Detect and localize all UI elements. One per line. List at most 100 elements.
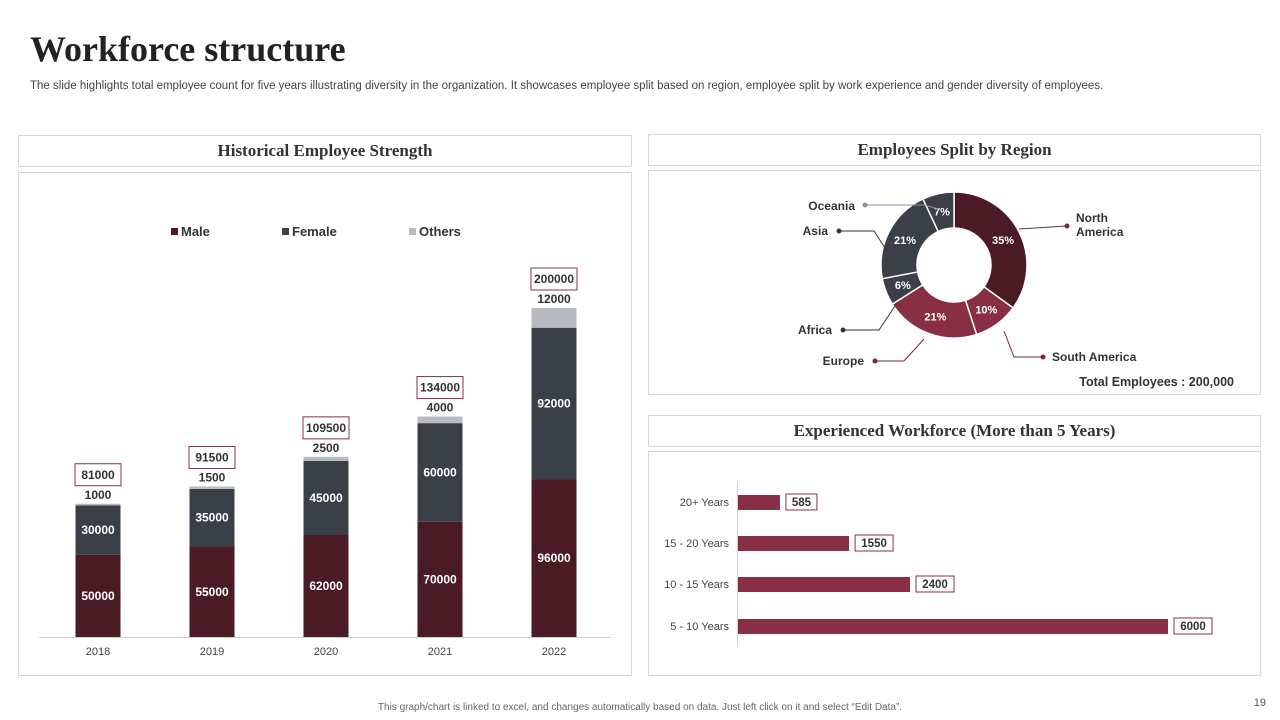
data-label-others-2018: 1000 [85,488,112,502]
bar-others-2022 [531,308,577,328]
exp-value-label-10-15years: 2400 [922,579,948,591]
exp-bar-5-10years [738,619,1168,634]
x-tick-label-2022: 2022 [542,646,566,658]
slice-label-europe: 21% [924,312,946,324]
bar-others-2020 [303,456,349,461]
exp-value-box-5-10years [1173,617,1213,635]
exp-value-label-20plusyears: 585 [792,497,812,509]
leader-line-asia [839,230,888,252]
data-label-others-2019: 1500 [199,470,226,484]
bar-male-2022 [531,479,577,637]
experience-bar-chart[interactable]: 20+ Years 585 15 - 20 Years 1550 10 - 15 Yea… [649,452,1262,677]
bar-others-2021 [417,416,463,424]
region-chart-title: Employees Split by Region [648,134,1261,166]
region-label-north-america-line1: North [1076,211,1108,225]
exp-value-box-10-15years [915,575,955,593]
bar-female-2022 [531,327,577,480]
leader-dot-north-america [1064,223,1070,229]
total-label-2021: 134000 [420,381,460,395]
leader-line-oceania [865,204,940,210]
exp-bar-10-15years [738,577,910,592]
donut-slice-north-america [953,191,1028,309]
total-box-2021 [416,376,464,400]
x-tick-label-2019: 2019 [200,646,224,658]
data-label-others-2020: 2500 [313,441,340,455]
region-label-africa: Africa [798,323,832,337]
leader-line-north-america [1018,225,1068,230]
exp-value-label-5-10years: 6000 [1180,621,1206,633]
y-tick-label-20plusyears: 20+ Years [680,497,730,509]
slide-title: Workforce structure [30,29,346,69]
data-label-others-2021: 4000 [427,401,454,415]
bar-male-2020 [303,535,349,637]
exp-bar-15-20years [738,536,850,551]
bar-others-2019 [189,486,235,489]
legend-item-others: Others [409,224,461,239]
region-label-north-america-line2: America [1076,225,1124,239]
region-label-oceania: Oceania [808,199,855,213]
x-tick-label-2021: 2021 [428,646,452,658]
total-label-2018: 81000 [81,468,115,482]
historical-chart-title: Historical Employee Strength [18,135,632,167]
slice-label-africa: 6% [895,280,911,292]
footer-note: This graph/chart is linked to excel, and… [377,702,903,713]
data-label-female-2020: 45000 [309,491,343,505]
leader-dot-oceania [862,202,868,208]
legend-label-female: Female [292,224,337,239]
region-label-europe: Europe [823,354,865,368]
historical-employee-chart[interactable]: Male Female Others 50000 30000 1000 81000 2018 5… [19,173,633,677]
bar-others-2018 [75,503,121,506]
total-box-2020 [302,416,350,440]
donut-slice-oceania [921,191,955,233]
bar-female-2021 [417,423,463,522]
page-number: 19 [1253,697,1266,709]
y-tick-label-5-10years: 5 - 10 Years [670,621,729,633]
data-label-female-2019: 35000 [195,511,229,525]
exp-bar-20plusyears [738,495,780,510]
data-label-male-2022: 96000 [537,551,571,565]
data-label-female-2018: 30000 [81,523,115,537]
exp-value-label-15-20years: 1550 [861,538,887,550]
slice-label-south-america: 10% [975,304,997,316]
bar-male-2018 [75,554,121,637]
bar-male-2019 [189,546,235,637]
data-label-male-2021: 70000 [423,572,457,586]
region-chart-panel[interactable]: 35% 10% 21% 6% 21% 7% North America South Americ… [648,170,1261,395]
legend-swatch-female [282,228,289,235]
legend-label-male: Male [181,224,210,239]
data-label-male-2018: 50000 [81,589,115,603]
y-tick-label-15-20years: 15 - 20 Years [664,538,729,550]
data-label-male-2020: 62000 [309,579,343,593]
leader-dot-africa [840,327,846,333]
leader-dot-south-america [1040,354,1046,360]
slide-subtitle: The slide highlights total employee coun… [30,80,1104,92]
historical-chart-panel[interactable]: Male Female Others 50000 30000 1000 81000 2018 5… [18,172,632,676]
exp-value-box-20plusyears [785,493,818,511]
region-label-asia: Asia [803,224,829,238]
total-label-2020: 109500 [306,421,346,435]
slice-label-north-america: 35% [992,235,1014,247]
experience-chart-panel[interactable]: 20+ Years 585 15 - 20 Years 1550 10 - 15 Yea… [648,451,1261,676]
data-label-female-2021: 60000 [423,466,457,480]
total-box-2019 [188,445,236,469]
bar-female-2020 [303,460,349,536]
x-tick-label-2018: 2018 [86,646,110,658]
legend-swatch-others [409,228,416,235]
exp-value-box-15-20years [854,534,894,552]
leader-line-europe [875,338,925,362]
leader-line-africa [843,302,898,331]
legend-swatch-male [171,228,178,235]
leader-dot-europe [872,358,878,364]
leader-line-south-america [1003,330,1043,358]
legend-item-female: Female [282,224,337,239]
bar-female-2018 [75,505,121,555]
legend-item-male: Male [171,224,210,239]
data-label-male-2019: 55000 [195,585,229,599]
data-label-others-2022: 12000 [537,292,571,306]
slice-label-asia: 21% [894,235,916,247]
total-label-2022: 200000 [534,272,574,286]
region-label-south-america: South America [1052,350,1137,364]
bar-female-2019 [189,488,235,547]
total-label-2019: 91500 [195,450,229,464]
